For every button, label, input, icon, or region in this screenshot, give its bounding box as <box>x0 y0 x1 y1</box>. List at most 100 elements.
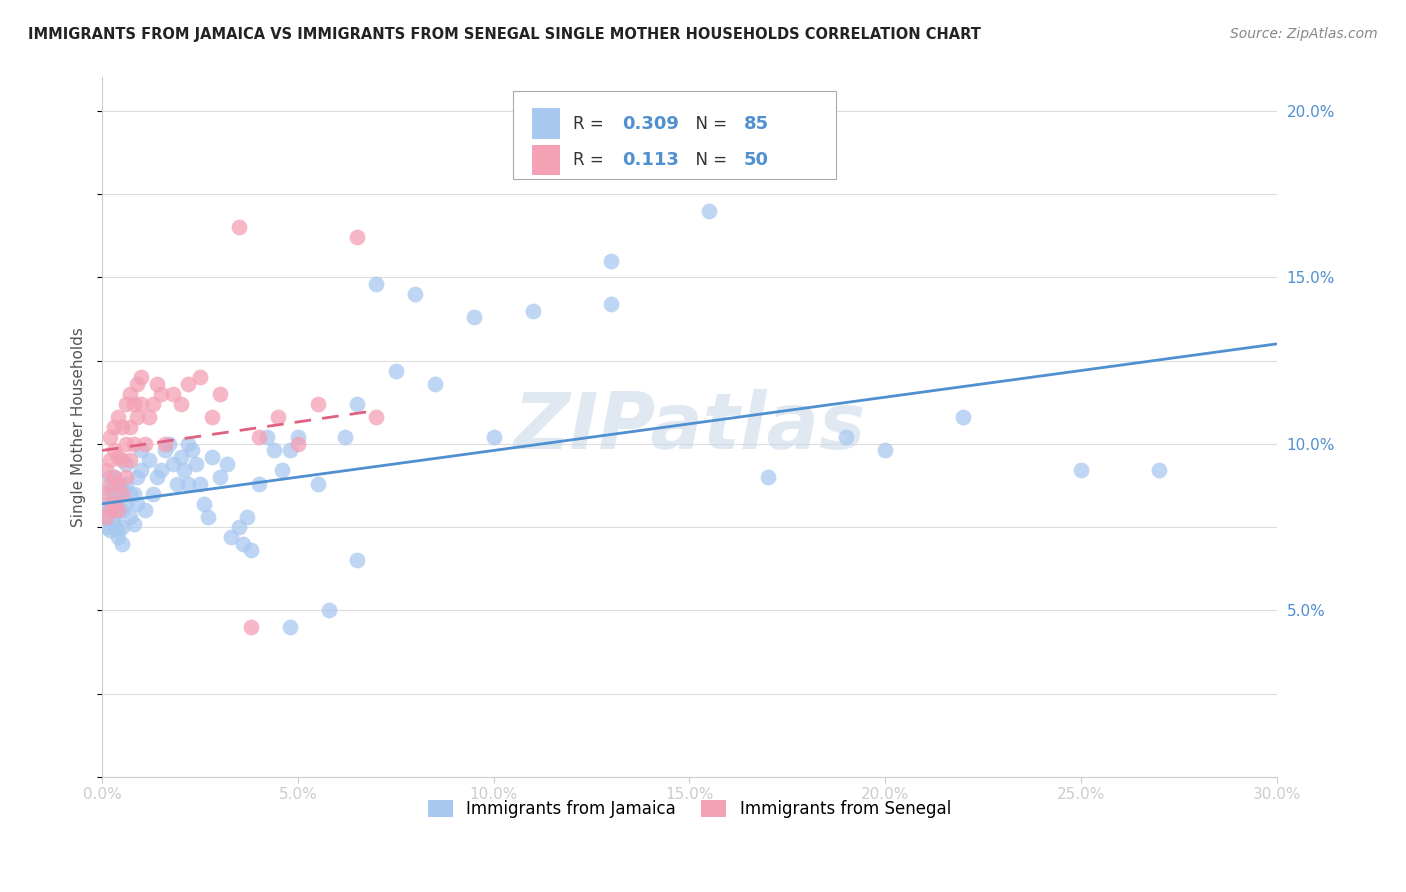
Point <box>122 516 145 531</box>
Point <box>114 437 136 451</box>
Text: R =: R = <box>574 151 614 169</box>
Point <box>103 510 125 524</box>
Point <box>107 524 129 538</box>
Point <box>122 487 145 501</box>
Point <box>94 487 117 501</box>
Point <box>153 437 176 451</box>
Point <box>107 476 129 491</box>
Point <box>333 430 356 444</box>
Point <box>423 376 446 391</box>
Point <box>267 410 290 425</box>
Point <box>697 203 720 218</box>
Point <box>271 463 294 477</box>
Point <box>98 503 121 517</box>
Point <box>208 387 231 401</box>
Point <box>188 370 211 384</box>
Point <box>94 520 117 534</box>
Text: IMMIGRANTS FROM JAMAICA VS IMMIGRANTS FROM SENEGAL SINGLE MOTHER HOUSEHOLDS CORR: IMMIGRANTS FROM JAMAICA VS IMMIGRANTS FR… <box>28 27 981 42</box>
Point <box>111 520 134 534</box>
Point <box>107 503 129 517</box>
Point <box>103 497 125 511</box>
Point <box>188 476 211 491</box>
Point <box>201 410 224 425</box>
Y-axis label: Single Mother Households: Single Mother Households <box>72 327 86 527</box>
Point <box>166 476 188 491</box>
Point <box>177 376 200 391</box>
Point <box>107 450 129 464</box>
Point <box>118 387 141 401</box>
Point <box>177 437 200 451</box>
Point <box>107 410 129 425</box>
Text: 50: 50 <box>744 151 769 169</box>
Point <box>111 537 134 551</box>
Point <box>173 463 195 477</box>
Text: ZIPatlas: ZIPatlas <box>513 389 866 465</box>
Point <box>208 470 231 484</box>
Point <box>600 253 623 268</box>
Point <box>94 510 117 524</box>
Point <box>118 453 141 467</box>
Point <box>98 476 121 491</box>
Point <box>217 457 239 471</box>
Point <box>835 430 858 444</box>
Point <box>98 470 121 484</box>
Point <box>111 487 134 501</box>
Point <box>600 297 623 311</box>
Text: 0.113: 0.113 <box>623 151 679 169</box>
Point <box>103 470 125 484</box>
Point <box>114 397 136 411</box>
Point <box>240 620 263 634</box>
Point <box>146 470 169 484</box>
Point <box>463 310 485 325</box>
Point <box>1070 463 1092 477</box>
Legend: Immigrants from Jamaica, Immigrants from Senegal: Immigrants from Jamaica, Immigrants from… <box>422 793 957 824</box>
Point <box>221 530 243 544</box>
Point <box>149 387 172 401</box>
Point <box>114 470 136 484</box>
Point <box>94 463 117 477</box>
Point <box>278 620 301 634</box>
Point <box>247 430 270 444</box>
Point <box>153 443 176 458</box>
Point <box>127 376 149 391</box>
Point <box>107 476 129 491</box>
Point <box>103 493 125 508</box>
Point <box>1147 463 1170 477</box>
Point <box>127 497 149 511</box>
Point <box>111 483 134 498</box>
Point <box>103 487 125 501</box>
Point <box>107 503 129 517</box>
FancyBboxPatch shape <box>531 145 560 176</box>
Point <box>98 430 121 444</box>
Point <box>98 503 121 517</box>
Point <box>111 453 134 467</box>
Point <box>103 420 125 434</box>
Point <box>127 470 149 484</box>
Point <box>122 397 145 411</box>
Point <box>307 476 329 491</box>
Point <box>522 303 544 318</box>
Point <box>169 450 191 464</box>
Point <box>263 443 285 458</box>
Point <box>157 437 180 451</box>
Point <box>122 437 145 451</box>
Point <box>118 420 141 434</box>
Point <box>103 516 125 531</box>
Point <box>366 410 388 425</box>
Point <box>103 443 125 458</box>
Point <box>131 370 153 384</box>
Point <box>307 397 329 411</box>
Point <box>98 483 121 498</box>
Point <box>186 457 208 471</box>
Point <box>952 410 974 425</box>
Point <box>756 470 779 484</box>
Point <box>366 277 388 291</box>
Point <box>228 220 250 235</box>
Point <box>169 397 191 411</box>
Point <box>236 510 259 524</box>
Point <box>482 430 505 444</box>
Point <box>118 487 141 501</box>
Point <box>346 397 368 411</box>
Point <box>346 230 368 244</box>
Point <box>149 463 172 477</box>
